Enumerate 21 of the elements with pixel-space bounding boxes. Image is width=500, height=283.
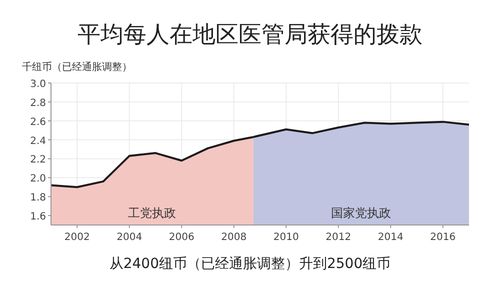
y-tick-label: 2.4 [30,136,46,147]
y-tick-label: 1.6 [30,212,46,223]
y-axis-title: 千纽币（已经通胀调整） [22,61,132,73]
chart-title: 平均每人在地区医管局获得的拨款 [78,22,422,48]
y-tick-label: 3.0 [30,79,46,90]
y-tick-label: 2.0 [30,174,46,185]
x-tick-label: 2008 [221,232,247,243]
y-tick-label: 2.8 [30,98,46,109]
x-tick-label: 2006 [168,232,194,243]
y-tick-label: 1.8 [30,192,46,204]
series-label: 工党执政 [128,206,176,220]
text: 从2400纽币（已经通胀调整）升到2500纽币 [109,256,391,272]
y-tick-label: 2.6 [30,116,46,128]
x-tick-label: 2004 [116,232,142,243]
y-tick-label: 2.2 [30,154,46,166]
x-tick-label: 2010 [273,232,299,243]
x-tick-label: 2014 [378,232,404,243]
x-tick-label: 2012 [326,232,352,243]
series-label: 国家党执政 [331,206,392,220]
x-tick-label: 2002 [64,232,90,243]
x-tick-label: 2016 [430,232,456,243]
